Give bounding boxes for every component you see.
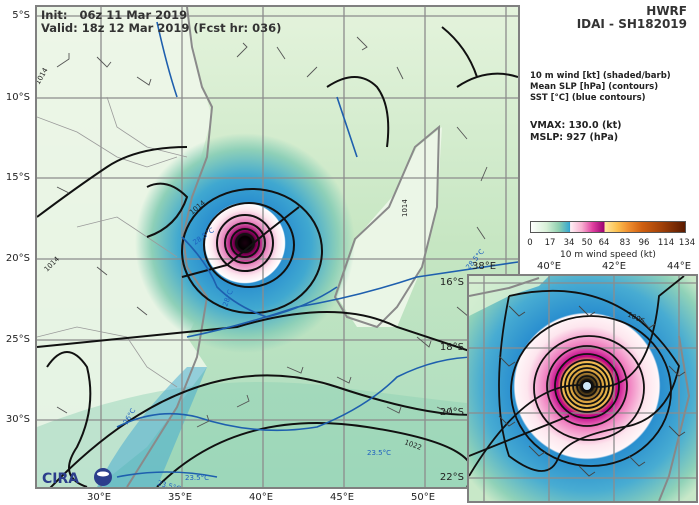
colorbar <box>530 221 686 233</box>
init-value: 06z 11 Mar 2019 <box>79 8 188 22</box>
sst-contour-label: 23.5°C <box>367 449 391 457</box>
model-title: HWRF <box>646 4 687 18</box>
colorbar-tick: 83 <box>619 238 631 248</box>
colorbar-tick: 50 <box>581 238 593 248</box>
valid-line: Valid: 18z 12 Mar 2019 (Fcst hr: 036) <box>41 21 281 35</box>
lon-label: 30°E <box>86 492 112 503</box>
lon-label: 40°E <box>248 492 274 503</box>
colorbar-tick: 134 <box>678 238 696 248</box>
init-line: Init: 06z 11 Mar 2019 <box>41 8 187 22</box>
lat-label: 10°S <box>5 92 30 103</box>
cira-logo-text: CIRA <box>42 471 79 487</box>
colorbar-tick: 34 <box>563 238 575 248</box>
field-legend-slp: Mean SLP [hPa] (contours) <box>530 82 659 92</box>
inset-lat-label: 18°S <box>439 342 464 353</box>
init-label: Init: <box>41 8 68 22</box>
lat-label: 20°S <box>5 253 30 264</box>
lat-label: 25°S <box>5 334 30 345</box>
colorbar-tick: 114 <box>657 238 675 248</box>
storm-title: IDAI - SH182019 <box>576 17 687 31</box>
inset-map: 1006 <box>467 274 698 503</box>
field-legend-sst: SST [°C] (blue contours) <box>530 93 646 103</box>
lon-label: 35°E <box>167 492 193 503</box>
colorbar-label: 10 m wind speed (kt) <box>560 250 656 260</box>
vmax-value: VMAX: 130.0 (kt) <box>530 120 622 131</box>
mslp-value: MSLP: 927 (hPa) <box>530 132 619 143</box>
lon-label: 50°E <box>410 492 436 503</box>
colorbar-tick: 0 <box>527 238 533 248</box>
inset-lon-label: 44°E <box>666 261 692 272</box>
valid-label: Valid: <box>41 21 78 35</box>
colorbar-tick: 17 <box>544 238 556 248</box>
inset-lat-label: 20°S <box>439 407 464 418</box>
inset-map-canvas: 1006 <box>469 276 696 501</box>
main-map: 1014 1014 1014 1014 1022 28.5°C 28.5°C 2… <box>35 5 520 489</box>
inset-lat-label: 22°S <box>439 472 464 483</box>
lat-label: 15°S <box>5 172 30 183</box>
sst-contour-label: 23.5°C <box>185 474 209 482</box>
lat-label: 30°S <box>5 414 30 425</box>
field-legend-wind: 10 m wind [kt] (shaded/barb) <box>530 71 671 81</box>
main-map-canvas: 1014 1014 1014 1014 1022 28.5°C 28.5°C 2… <box>37 7 518 487</box>
sst-contour-label: 23.5°C <box>156 479 181 487</box>
inset-lat-label: 16°S <box>439 277 464 288</box>
lon-label: 45°E <box>329 492 355 503</box>
colorbar-tick: 96 <box>638 238 650 248</box>
valid-value: 18z 12 Mar 2019 (Fcst hr: 036) <box>81 21 282 35</box>
slp-contour-label: 1014 <box>401 199 409 217</box>
cira-logo: CIRA <box>42 468 112 487</box>
inset-lon-label: 38°E <box>471 261 497 272</box>
lat-label: 5°S <box>12 10 30 21</box>
inset-lon-label: 40°E <box>536 261 562 272</box>
colorbar-tick: 64 <box>598 238 610 248</box>
inset-lon-label: 42°E <box>601 261 627 272</box>
